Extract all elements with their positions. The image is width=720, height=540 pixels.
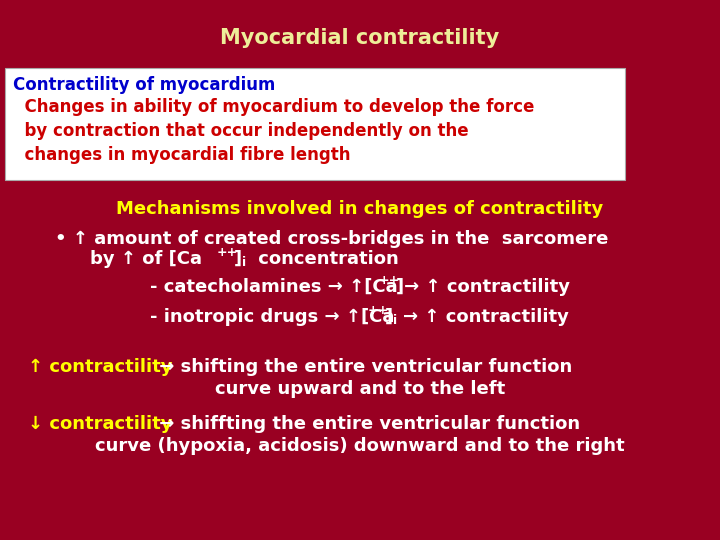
Text: - inotropic drugs → ↑[Ca: - inotropic drugs → ↑[Ca <box>150 308 395 326</box>
Text: by ↑ of [Ca: by ↑ of [Ca <box>90 250 202 268</box>
Text: changes in myocardial fibre length: changes in myocardial fibre length <box>13 146 351 164</box>
Text: by contraction that occur independently on the: by contraction that occur independently … <box>13 122 469 140</box>
Text: → ↑ contractility: → ↑ contractility <box>403 308 569 326</box>
Text: - catecholamines → ↑[Ca: - catecholamines → ↑[Ca <box>150 278 397 296</box>
Text: → shiffting the entire ventricular function: → shiffting the entire ventricular funct… <box>153 415 580 433</box>
Text: ↑ contractility: ↑ contractility <box>28 358 173 376</box>
Text: ↓ contractility: ↓ contractility <box>28 415 173 433</box>
Text: ]: ] <box>385 308 393 326</box>
Text: Myocardial contractility: Myocardial contractility <box>220 28 500 48</box>
Text: Changes in ability of myocardium to develop the force: Changes in ability of myocardium to deve… <box>13 98 534 116</box>
Text: Mechanisms involved in changes of contractility: Mechanisms involved in changes of contra… <box>117 200 603 218</box>
Text: ++: ++ <box>368 304 390 317</box>
Text: ++: ++ <box>217 246 238 259</box>
Text: Contractility of myocardium: Contractility of myocardium <box>13 76 275 94</box>
Text: curve upward and to the left: curve upward and to the left <box>215 380 505 398</box>
Text: ]: ] <box>234 250 242 268</box>
Text: concentration: concentration <box>252 250 399 268</box>
Text: i: i <box>242 256 246 269</box>
FancyBboxPatch shape <box>5 68 625 180</box>
Text: → shifting the entire ventricular function: → shifting the entire ventricular functi… <box>153 358 572 376</box>
Text: curve (hypoxia, acidosis) downward and to the right: curve (hypoxia, acidosis) downward and t… <box>95 437 625 455</box>
Text: ++: ++ <box>379 274 400 287</box>
Text: i: i <box>393 314 397 327</box>
Text: ]→ ↑ contractility: ]→ ↑ contractility <box>396 278 570 296</box>
Text: • ↑ amount of created cross-bridges in the  sarcomere: • ↑ amount of created cross-bridges in t… <box>55 230 608 248</box>
